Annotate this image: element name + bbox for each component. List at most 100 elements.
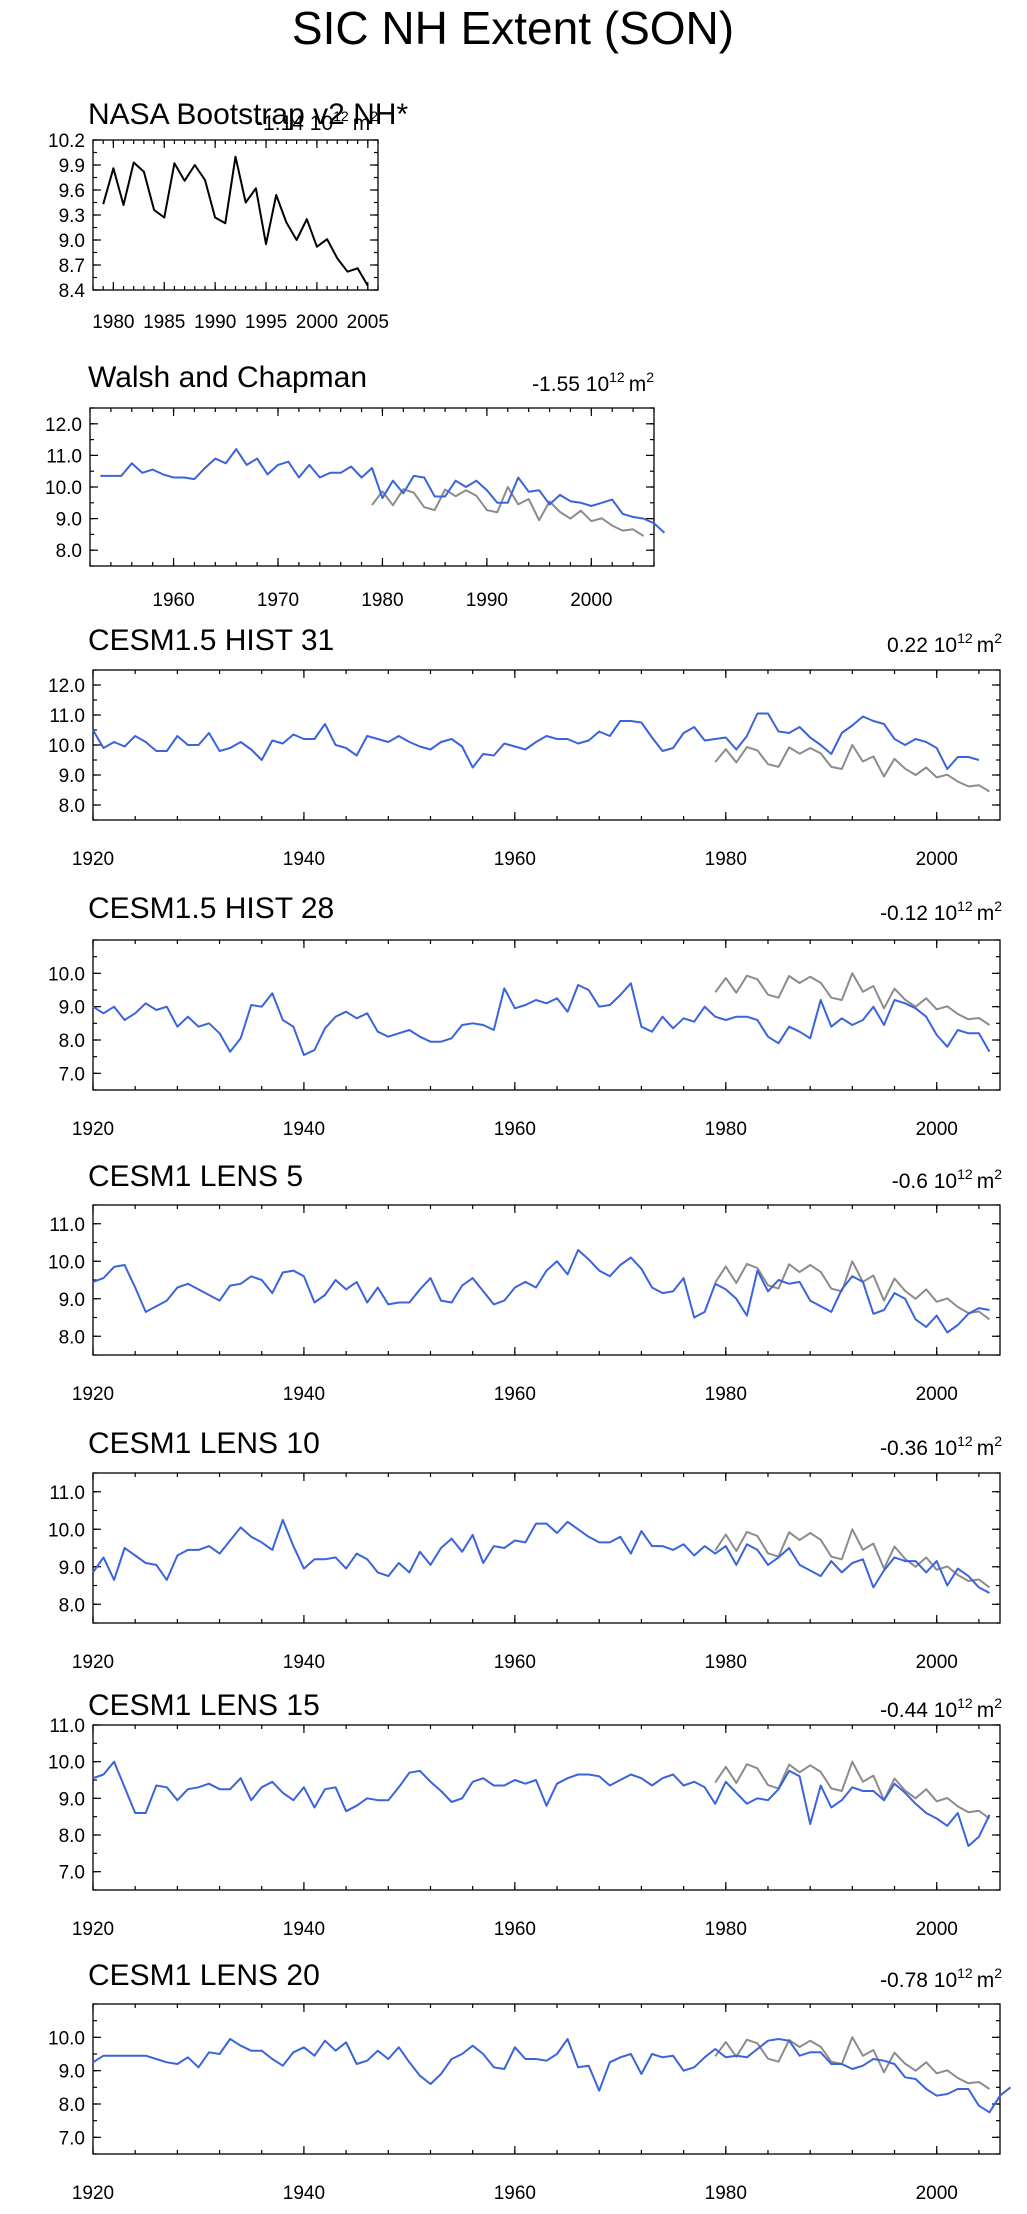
x-tick-label: 1920: [72, 1119, 114, 1140]
observation-series-line: [714, 1760, 991, 1820]
x-tick-label: 2000: [916, 849, 958, 870]
x-tick-label: 2000: [916, 2183, 958, 2204]
y-tick-label: 7.0: [59, 1863, 85, 1884]
y-tick-label: 10.0: [48, 1753, 85, 1774]
model-series-line: [92, 712, 980, 770]
trend-label: -1.55 1012 m2: [532, 369, 654, 396]
observation-series-line: [714, 744, 991, 793]
x-tick-label: 1940: [283, 1652, 325, 1673]
x-tick-label: 1960: [494, 1119, 536, 1140]
chart-panel: Walsh and Chapman -1.55 1012 m2 8.0 9.0 10.0 1…: [45, 361, 666, 611]
chart-panel: CESM1 LENS 20 -0.78 1012 m2 7.0 8.0 9.0 10.0 19…: [48, 1959, 1012, 2204]
plot-frame: [92, 2003, 1001, 2155]
y-tick-label: 9.6: [59, 181, 85, 202]
chart-panel: CESM1.5 HIST 31 0.22 1012 m2 8.0 9.0 10.0 11.0…: [48, 624, 1002, 870]
model-series-line: [92, 1760, 991, 1847]
panel-title: CESM1 LENS 15: [88, 1689, 320, 1722]
y-tick-label: 12.0: [45, 415, 82, 436]
trend-label: -0.6 1012 m2: [892, 1166, 1002, 1193]
y-tick-label: 9.3: [59, 206, 85, 227]
x-tick-label: 1970: [257, 590, 299, 611]
x-tick-label: 2000: [916, 1652, 958, 1673]
x-tick-label: 1940: [283, 849, 325, 870]
observation-series-line: [714, 2036, 991, 2090]
y-tick-label: 12.0: [48, 676, 85, 697]
y-tick-label: 9.0: [59, 998, 85, 1019]
x-tick-label: 1940: [283, 2183, 325, 2204]
y-tick-label: 10.2: [48, 131, 85, 152]
y-tick-label: 8.7: [59, 256, 85, 277]
x-tick-label: 2000: [916, 1119, 958, 1140]
panel-title: CESM1 LENS 20: [88, 1959, 320, 1992]
x-tick-label: 1960: [494, 1384, 536, 1405]
y-tick-label: 9.0: [59, 1789, 85, 1810]
x-tick-label: 1960: [152, 590, 194, 611]
model-series-line: [92, 1249, 990, 1334]
observation-series-line: [714, 972, 991, 1026]
y-tick-label: 10.0: [48, 1520, 85, 1541]
y-tick-label: 10.0: [48, 1252, 85, 1273]
y-tick-label: 8.4: [59, 281, 86, 302]
y-tick-label: 11.0: [46, 446, 82, 467]
chart-panel: CESM1 LENS 15 -0.44 1012 m2 7.0 8.0 9.0 10.0 11…: [48, 1689, 1002, 1940]
x-tick-label: 2000: [916, 1384, 958, 1405]
x-tick-label: 1920: [72, 1384, 114, 1405]
x-tick-label: 1980: [705, 1919, 747, 1940]
x-tick-label: 1980: [705, 1119, 747, 1140]
x-tick-label: 1990: [466, 590, 508, 611]
y-tick-label: 8.0: [59, 1031, 85, 1052]
plot-frame: [89, 407, 655, 567]
y-tick-label: 7.0: [59, 1064, 85, 1085]
y-tick-label: 9.0: [59, 2062, 85, 2083]
panel-title: NASA Bootstrap v2 NH*: [88, 98, 408, 131]
chart-panel: CESM1 LENS 5 -0.6 1012 m2 8.0 9.0 10.0 11.0 192…: [48, 1160, 1002, 1405]
plot-frame: [92, 1724, 1001, 1891]
y-tick-label: 8.0: [59, 2095, 85, 2116]
x-tick-label: 1995: [245, 312, 287, 333]
x-tick-label: 2000: [296, 312, 338, 333]
x-tick-label: 1980: [705, 849, 747, 870]
panel-title: CESM1 LENS 5: [88, 1160, 303, 1193]
y-tick-label: 9.0: [59, 231, 85, 252]
x-tick-label: 1960: [494, 849, 536, 870]
x-tick-label: 1940: [283, 1119, 325, 1140]
y-tick-label: 10.0: [48, 2028, 85, 2049]
chart-panel: CESM1 LENS 10 -0.36 1012 m2 8.0 9.0 10.0 11.0 1…: [48, 1427, 1002, 1673]
y-tick-label: 9.9: [59, 156, 85, 177]
x-tick-label: 1920: [72, 849, 114, 870]
x-tick-label: 2005: [347, 312, 389, 333]
x-tick-label: 1940: [283, 1919, 325, 1940]
model-series-line: [100, 448, 666, 534]
panel-title: CESM1 LENS 10: [88, 1427, 320, 1460]
observation-series-line: [714, 1528, 991, 1589]
y-tick-label: 8.0: [59, 796, 85, 817]
model-series-line: [92, 2038, 1012, 2114]
x-tick-label: 1980: [705, 1652, 747, 1673]
x-tick-label: 1980: [361, 590, 403, 611]
y-tick-label: 9.0: [59, 766, 85, 787]
model-series-line: [92, 1518, 990, 1594]
panel-title: CESM1.5 HIST 28: [88, 892, 334, 925]
x-tick-label: 1985: [143, 312, 185, 333]
x-tick-label: 2000: [916, 1919, 958, 1940]
plot-frame: [92, 669, 1001, 821]
y-tick-label: 11.0: [49, 1215, 85, 1236]
x-tick-label: 1990: [194, 312, 236, 333]
plot-frame: [92, 939, 1001, 1091]
y-tick-label: 11.0: [49, 1483, 85, 1504]
y-tick-label: 10.0: [48, 736, 85, 757]
panel-title: CESM1.5 HIST 31: [88, 624, 334, 657]
x-tick-label: 2000: [570, 590, 612, 611]
x-tick-label: 1940: [283, 1384, 325, 1405]
figure-title: SIC NH Extent (SON): [292, 2, 734, 54]
observation-series-line: [371, 486, 645, 537]
trend-label: -0.36 1012 m2: [880, 1433, 1002, 1460]
observation-series-line: [714, 1260, 991, 1321]
trend-label: -0.44 1012 m2: [880, 1695, 1002, 1722]
y-tick-label: 8.0: [59, 1595, 85, 1616]
y-tick-label: 7.0: [59, 2128, 85, 2149]
model-series-line: [92, 982, 991, 1056]
x-tick-label: 1960: [494, 1919, 536, 1940]
trend-label: -0.12 1012 m2: [880, 898, 1002, 925]
